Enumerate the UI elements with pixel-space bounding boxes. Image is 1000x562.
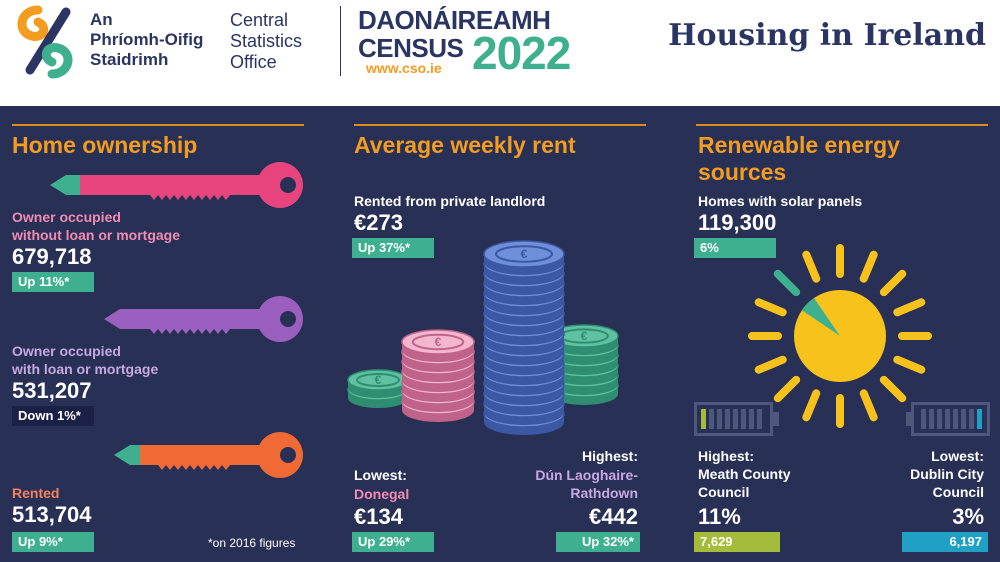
sun-ray: [773, 269, 801, 297]
header-divider: [340, 6, 341, 76]
census-year: 2022: [472, 27, 571, 79]
svg-text:€: €: [435, 335, 442, 349]
highest-rent-change: Up 32%*: [556, 532, 640, 552]
sun-ray: [754, 298, 787, 317]
rented-change: Up 9%*: [12, 532, 94, 552]
sun-ray: [773, 375, 801, 403]
owner-no-mortgage-change: Up 11%*: [12, 272, 94, 292]
cso-english-name: Central Statistics Office: [230, 10, 303, 72]
sun-pie-icon: [748, 244, 932, 428]
renewable-title: Renewable energy sources: [698, 132, 900, 185]
coin-stacks-icon: € € € €: [347, 240, 619, 435]
solar-highest-count: 7,629: [694, 532, 780, 552]
sun-ray: [893, 355, 926, 374]
rented-label: Rented: [12, 485, 60, 501]
lowest-rent-place: Donegal: [354, 486, 410, 502]
rented-value: 513,704: [12, 502, 92, 527]
solar-label: Homes with solar panels: [698, 193, 863, 209]
page-title: Housing in Ireland: [668, 18, 986, 53]
sun-ray: [802, 389, 821, 422]
owner-mortgage-change: Down 1%*: [12, 406, 94, 426]
home-ownership-title: Home ownership: [12, 132, 198, 158]
lowest-rent-value: €134: [354, 504, 403, 529]
header: An Phríomh-Oifig Staidrimh Central Stati…: [0, 0, 1000, 106]
sun-ray: [754, 355, 787, 374]
solar-share: 6%: [694, 238, 776, 258]
svg-text:€: €: [581, 329, 588, 343]
battery-low-left-icon: [694, 402, 779, 436]
sun-ray: [893, 298, 926, 317]
owner-no-mortgage-value: 679,718: [12, 244, 92, 269]
census-url: www.cso.ie: [366, 60, 442, 76]
solar-highest-label: Highest: Meath County Council: [698, 448, 791, 500]
key-orange-icon: [114, 432, 303, 478]
cso-irish-name: An Phríomh-Oifig Staidrimh: [90, 10, 204, 69]
main-panel: Home ownership Owner occupied without lo…: [0, 106, 1000, 562]
private-landlord-label: Rented from private landlord: [354, 193, 546, 209]
cso-logo-icon: [17, 5, 73, 79]
lowest-rent-label: Lowest:: [354, 467, 407, 483]
highest-rent-value: €442: [589, 504, 638, 529]
weekly-rent-title: Average weekly rent: [354, 132, 576, 158]
section-rule: [12, 124, 304, 126]
sun-ray: [859, 389, 878, 422]
svg-text:€: €: [375, 373, 382, 387]
owner-mortgage-label: Owner occupied with loan or mortgage: [12, 343, 159, 377]
census-irish-word: DAONÁIREAMH: [358, 5, 551, 35]
owner-mortgage-value: 531,207: [12, 378, 92, 403]
solar-value: 119,300: [698, 210, 777, 235]
solar-lowest-count: 6,197: [902, 532, 988, 552]
footnote: *on 2016 figures: [208, 536, 296, 550]
sun-ray: [879, 375, 907, 403]
key-pink-icon: [50, 162, 303, 208]
census-word: CENSUS: [358, 33, 464, 63]
sun-ray: [879, 269, 907, 297]
battery-low-right-icon: [906, 402, 990, 436]
sun-ray: [859, 250, 878, 283]
solar-share-slice: [801, 298, 840, 336]
solar-lowest-pct: 3%: [952, 504, 984, 529]
lowest-rent-change: Up 29%*: [352, 532, 434, 552]
solar-highest-pct: 11%: [698, 504, 741, 529]
section-rule: [696, 124, 988, 126]
highest-rent-place: Dún Laoghaire- Rathdown: [535, 467, 638, 501]
solar-lowest-label: Lowest: Dublin City Council: [910, 448, 984, 500]
key-purple-icon: [104, 296, 303, 342]
owner-no-mortgage-label: Owner occupied without loan or mortgage: [12, 209, 180, 243]
highest-rent-label: Highest:: [582, 448, 638, 464]
svg-text:€: €: [521, 247, 528, 261]
sun-ray: [802, 250, 821, 283]
section-rule: [354, 124, 646, 126]
private-landlord-value: €273: [354, 210, 403, 235]
private-landlord-change: Up 37%*: [352, 238, 434, 258]
